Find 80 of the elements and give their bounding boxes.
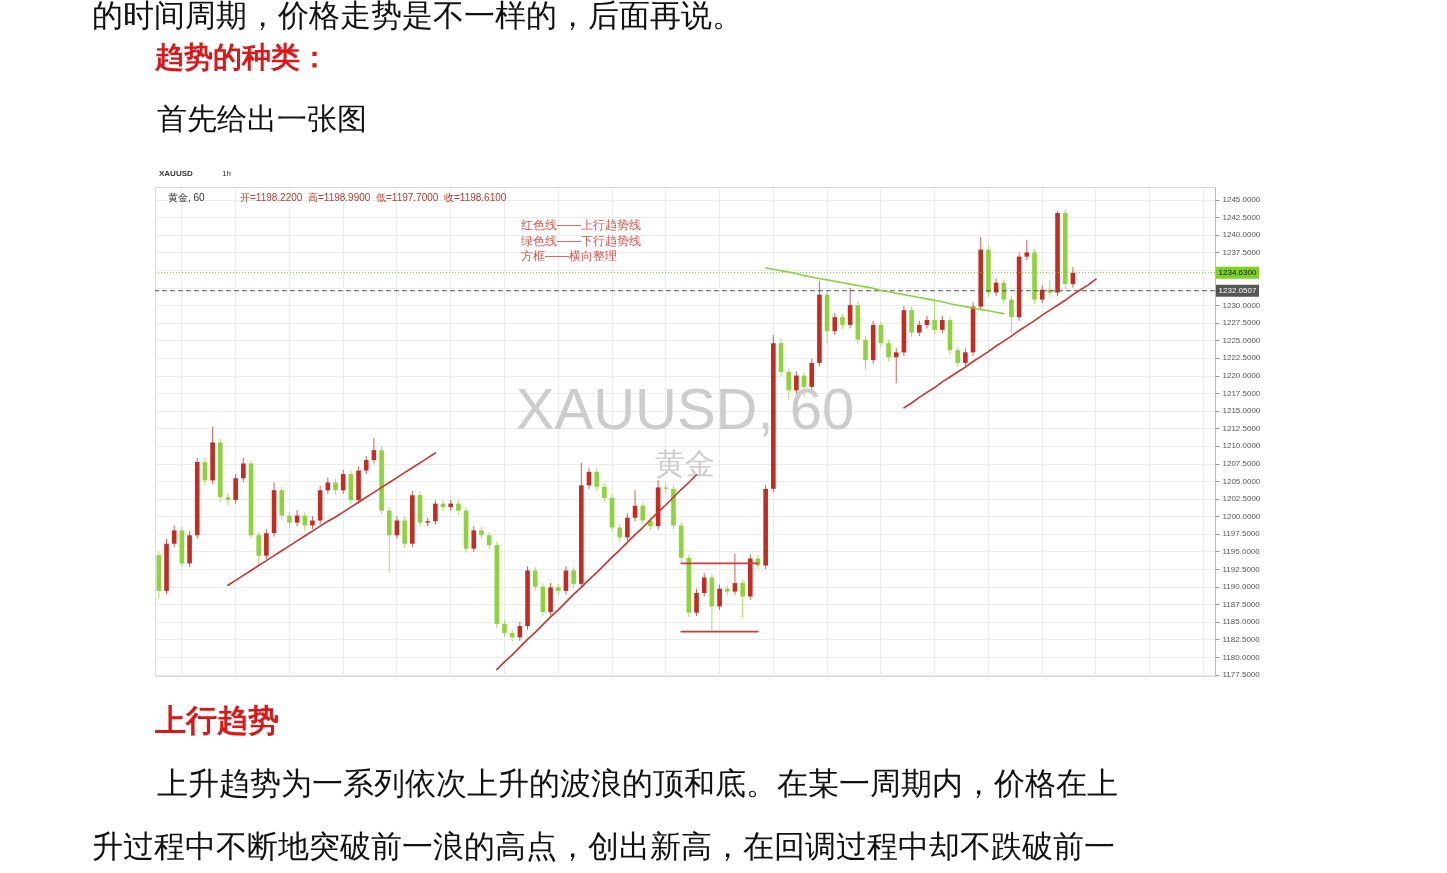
- y-tick-label: 1220.0000: [1222, 371, 1261, 381]
- y-tick-label: 1200.0000: [1222, 511, 1261, 521]
- y-tick-label: 1242.5000: [1222, 212, 1261, 222]
- candlestick: [740, 579, 745, 619]
- annotation: 方框——横向整理: [521, 249, 617, 263]
- text: 的时间周期，价格走势是不一样的，后面再说。: [92, 0, 743, 33]
- candlestick: [863, 335, 868, 371]
- candlestick: [694, 588, 699, 617]
- annotation: 收=1198.6100: [444, 192, 507, 203]
- chart-subtitle: 首先给出一张图: [157, 101, 367, 136]
- y-tick-label: 1227.5000: [1222, 318, 1261, 328]
- candlestick: [732, 553, 738, 596]
- y-tick-label: 1205.0000: [1222, 476, 1261, 486]
- y-tick-label: 1202.5000: [1222, 494, 1261, 504]
- candlestick: [571, 566, 576, 589]
- candlestick: [471, 525, 477, 553]
- y-tick-label: 1237.5000: [1222, 247, 1261, 257]
- candlestick: [755, 554, 761, 571]
- candlestick: [1024, 239, 1030, 261]
- annotation: 黄金, 60: [168, 192, 206, 203]
- annotation: 高=1198.9900: [308, 192, 371, 203]
- candlestick: [402, 516, 407, 549]
- y-tick-label: 1222.5000: [1222, 353, 1261, 363]
- candlestick: [433, 499, 438, 526]
- chart-title: 趋势的种类：: [154, 40, 329, 74]
- candlestick: [1001, 278, 1007, 305]
- candlestick: [625, 512, 630, 542]
- y-tick-label: 1180.0000: [1222, 652, 1261, 662]
- annotation: 绿色线——下行趋势线: [521, 234, 641, 248]
- candlestick: [602, 482, 607, 503]
- candlestick: [171, 524, 177, 548]
- ref-line-label: 1234.6300: [1218, 267, 1257, 277]
- y-tick-label: 1215.0000: [1222, 406, 1261, 416]
- candlestick: [1009, 295, 1014, 334]
- text: 上行趋势: [154, 702, 279, 738]
- text: XAUUSD: [159, 169, 193, 178]
- candlestick: [640, 501, 646, 526]
- candlestick: [955, 346, 960, 368]
- y-tick-label: 1217.5000: [1222, 388, 1261, 398]
- y-tick-label: 1182.5000: [1222, 634, 1261, 644]
- candlestick: [886, 339, 891, 362]
- candlestick: [701, 572, 707, 597]
- y-tick-label: 1185.0000: [1222, 617, 1261, 627]
- annotation: 红色线——上行趋势线: [521, 218, 641, 232]
- candlestick: [264, 528, 269, 560]
- candlestick: [963, 347, 968, 367]
- text: 上升趋势为一系列依次上升的波浪的顶和底。在某一周期内，价格在上: [157, 765, 1118, 801]
- line-series: [227, 452, 437, 587]
- candlestick: [532, 566, 538, 592]
- text: 1h: [222, 169, 231, 178]
- y-tick-label: 1225.0000: [1222, 335, 1261, 345]
- candlestick: [302, 511, 308, 532]
- y-tick-label: 1177.5000: [1222, 670, 1261, 680]
- ref-line-label: 1232.0507: [1218, 285, 1257, 295]
- y-tick-label: 1210.0000: [1222, 441, 1261, 451]
- y-tick-label: 1190.0000: [1222, 582, 1261, 592]
- y-tick-label: 1187.5000: [1222, 599, 1261, 609]
- candlestick: [717, 584, 722, 611]
- line-series: [903, 278, 1097, 409]
- y-tick-label: 1230.0000: [1222, 300, 1261, 310]
- candlestick: [832, 312, 838, 336]
- candlestick: [893, 347, 899, 384]
- candlestick: [256, 531, 261, 567]
- candlestick: [241, 457, 246, 483]
- candlestick: [225, 492, 231, 507]
- y-tick-label: 1195.0000: [1222, 546, 1261, 556]
- candlestick: [786, 368, 791, 401]
- annotation: 低=1197.7000: [376, 192, 439, 203]
- candlestick: [363, 455, 369, 475]
- y-tick-label: 1212.5000: [1222, 423, 1261, 433]
- candlestick: [909, 306, 914, 338]
- candlestick: [594, 467, 599, 492]
- y-tick-label: 1245.0000: [1222, 195, 1261, 205]
- y-tick-label: 1240.0000: [1222, 230, 1261, 240]
- annotation: 开=1198.2200: [240, 192, 303, 203]
- y-tick-label: 1207.5000: [1222, 459, 1261, 469]
- y-tick-label: 1197.5000: [1222, 529, 1261, 539]
- candlestick: [233, 473, 238, 505]
- y-tick-label: 1192.5000: [1222, 564, 1261, 574]
- text: 升过程中不断地突破前一浪的高点，创出新高，在回调过程中却不跌破前一: [92, 828, 1115, 864]
